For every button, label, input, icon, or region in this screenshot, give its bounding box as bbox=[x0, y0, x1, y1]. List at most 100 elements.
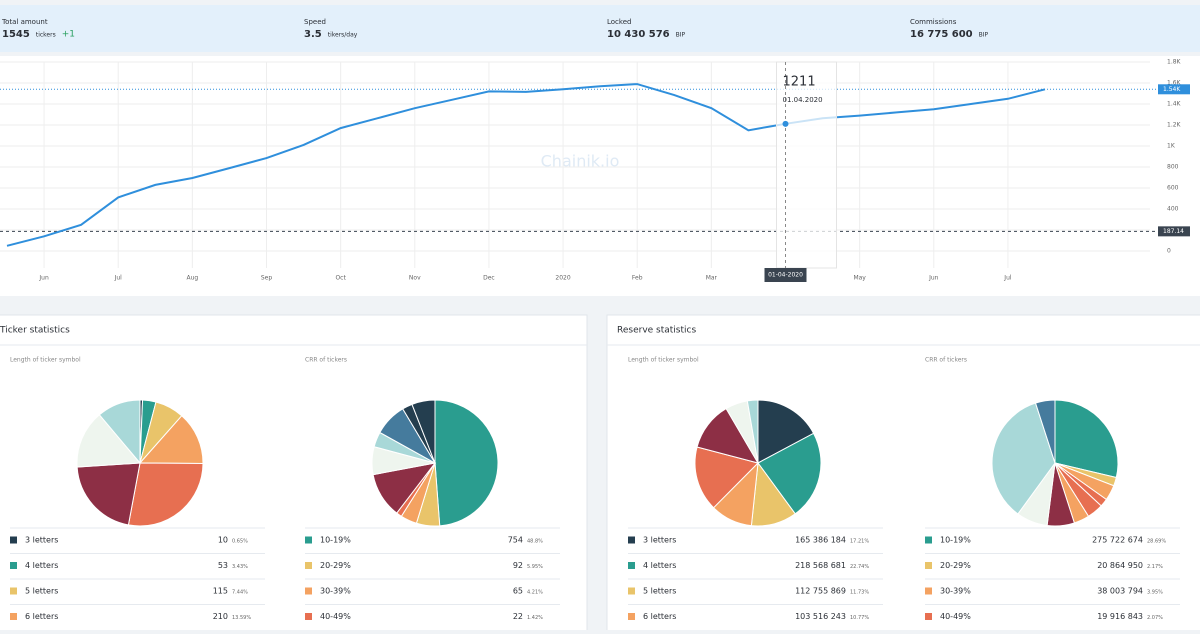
legend-share: 17.21% bbox=[850, 539, 869, 545]
pie-slice bbox=[746, 399, 759, 464]
legend-value: 165 386 184 bbox=[795, 536, 846, 545]
x-tick-label: Oct bbox=[335, 275, 346, 282]
legend-share: 4.21% bbox=[527, 590, 543, 596]
pie-slice bbox=[127, 462, 204, 527]
legend-swatch bbox=[10, 613, 17, 620]
stat-value: 3.5 bbox=[304, 29, 322, 40]
tooltip-value: 1211 bbox=[783, 75, 816, 90]
legend-value: 103 516 243 bbox=[795, 612, 846, 621]
legend-share: 22.74% bbox=[850, 564, 869, 570]
legend-label: 30-39% bbox=[320, 587, 351, 596]
pie-slice bbox=[694, 446, 759, 509]
x-tick-label: Aug bbox=[186, 275, 198, 282]
x-tick-label: May bbox=[853, 275, 866, 282]
legend-swatch bbox=[305, 613, 312, 620]
stat-label: Locked bbox=[607, 18, 631, 26]
legend-label: 3 letters bbox=[25, 536, 58, 545]
pie-slice bbox=[991, 402, 1056, 515]
legend-swatch bbox=[10, 562, 17, 569]
legend-share: 0.65% bbox=[232, 539, 248, 545]
legend-swatch bbox=[925, 562, 932, 569]
legend-swatch bbox=[925, 613, 932, 620]
x-tick-label: Jun bbox=[38, 275, 49, 282]
legend-value: 38 003 794 bbox=[1097, 587, 1143, 596]
legend-swatch bbox=[10, 587, 17, 595]
stat-label: Total amount bbox=[1, 18, 48, 26]
y-tick-label: 1.2K bbox=[1167, 122, 1182, 129]
y-tick-label: 400 bbox=[1167, 206, 1179, 213]
x-tick-label: Jun bbox=[928, 275, 939, 282]
legend-value: 275 722 674 bbox=[1092, 536, 1143, 545]
reference-label: 1.54K bbox=[1163, 86, 1181, 93]
y-tick-label: 600 bbox=[1167, 185, 1179, 192]
pie-slice bbox=[434, 399, 499, 527]
legend-share: 5.95% bbox=[527, 564, 543, 570]
legend-label: 5 letters bbox=[25, 587, 58, 596]
x-tick-label: Dec bbox=[483, 275, 495, 282]
legend-label: 40-49% bbox=[320, 612, 351, 621]
stat-delta: +1 bbox=[62, 30, 75, 40]
x-tick-label: Jul bbox=[1003, 275, 1012, 282]
stat-unit: tickers bbox=[36, 32, 56, 39]
y-tick-label: 1.8K bbox=[1167, 59, 1182, 66]
reference-label-box bbox=[1158, 226, 1190, 237]
stat-value: 1545 bbox=[2, 29, 30, 40]
y-tick-label: 800 bbox=[1167, 164, 1179, 171]
legend-share: 11.73% bbox=[850, 590, 869, 596]
pie-slice bbox=[76, 414, 142, 468]
legend-swatch bbox=[925, 536, 932, 544]
stat-value: 10 430 576 bbox=[607, 29, 670, 40]
x-tick-label: Mar bbox=[706, 275, 718, 282]
legend-label: 4 letters bbox=[643, 561, 676, 570]
legend-swatch bbox=[10, 536, 17, 544]
line-series bbox=[6, 83, 1046, 247]
y-tick-label: 1K bbox=[1167, 143, 1176, 150]
x-tick-label: Feb bbox=[632, 275, 643, 282]
legend-swatch bbox=[925, 587, 932, 595]
tooltip-date: 01.04.2020 bbox=[783, 96, 823, 104]
legend-value: 218 568 681 bbox=[795, 561, 846, 570]
pie-slice bbox=[1034, 399, 1056, 464]
legend-label: 6 letters bbox=[643, 612, 676, 621]
pie-slice bbox=[1054, 399, 1119, 479]
legend-share: 2.17% bbox=[1147, 564, 1163, 570]
legend-label: 40-49% bbox=[940, 612, 971, 621]
stat-label: Commissions bbox=[910, 18, 957, 26]
legend-share: 7.44% bbox=[232, 590, 248, 596]
stat-value: 16 775 600 bbox=[910, 29, 973, 40]
legend-value: 53 bbox=[218, 561, 228, 570]
legend-swatch bbox=[628, 613, 635, 620]
legend-share: 10.77% bbox=[850, 615, 869, 621]
legend-value: 65 bbox=[513, 587, 523, 596]
legend-value: 10 bbox=[218, 536, 228, 545]
pie-slice bbox=[411, 399, 436, 464]
stat-unit: BIP bbox=[676, 32, 686, 39]
reference-label-box bbox=[1158, 84, 1190, 95]
legend-share: 3.43% bbox=[232, 564, 248, 570]
legend-share: 1.42% bbox=[527, 615, 543, 621]
legend-label: 10-19% bbox=[940, 536, 971, 545]
pie-title: Length of ticker symbol bbox=[10, 357, 81, 364]
stat-unit: tikers/day bbox=[328, 32, 358, 39]
pie-title: CRR of tickers bbox=[305, 357, 347, 364]
legend-label: 10-19% bbox=[320, 536, 351, 545]
legend-value: 112 755 869 bbox=[795, 587, 846, 596]
stat-label: Speed bbox=[304, 18, 326, 26]
stat-unit: BIP bbox=[979, 32, 989, 39]
watermark: Chainik.io bbox=[541, 152, 620, 171]
legend-swatch bbox=[305, 587, 312, 595]
pie-title: Length of ticker symbol bbox=[628, 357, 699, 364]
line-chart-area bbox=[0, 56, 1200, 296]
panel-title: Ticker statistics bbox=[0, 326, 70, 336]
legend-value: 210 bbox=[213, 612, 228, 621]
legend-value: 19 916 843 bbox=[1097, 612, 1143, 621]
legend-label: 6 letters bbox=[25, 612, 58, 621]
y-tick-label: 0 bbox=[1167, 248, 1171, 255]
legend-label: 3 letters bbox=[643, 536, 676, 545]
legend-value: 20 864 950 bbox=[1097, 561, 1143, 570]
legend-value: 22 bbox=[513, 612, 523, 621]
pie-slice bbox=[757, 432, 822, 515]
y-tick-label: 1.4K bbox=[1167, 101, 1182, 108]
pie-slice bbox=[138, 415, 204, 464]
